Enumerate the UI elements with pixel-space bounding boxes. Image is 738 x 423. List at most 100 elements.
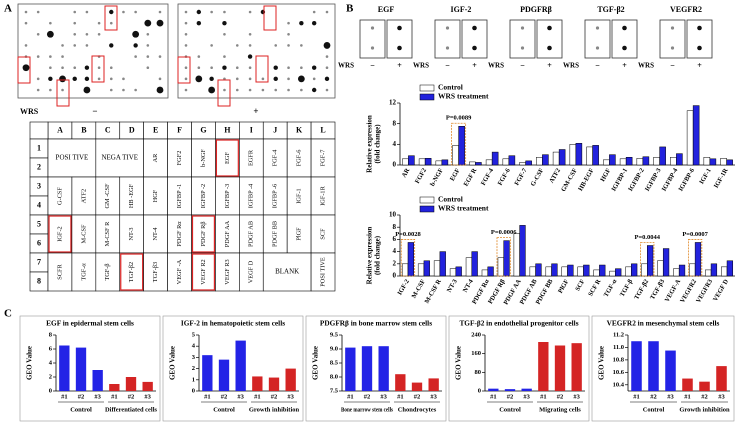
annotation: P=0.0044 bbox=[634, 234, 660, 241]
x-tick-label: #1 bbox=[684, 393, 691, 400]
blot-dot bbox=[235, 88, 239, 92]
wrs-label: WRS bbox=[413, 62, 429, 70]
x-tick-label: #3 bbox=[237, 393, 244, 400]
column-header: A bbox=[57, 125, 63, 134]
bar bbox=[497, 257, 504, 277]
blot-dot bbox=[184, 21, 188, 25]
blot-dot bbox=[472, 25, 477, 31]
chart-title: PDGFRβ in bone marrow stem cells bbox=[320, 319, 432, 328]
bar bbox=[529, 266, 536, 277]
legend-label: WRS treatment bbox=[438, 92, 489, 101]
x-tick-label: #3 bbox=[667, 393, 674, 400]
bar bbox=[285, 368, 296, 391]
bar bbox=[475, 162, 482, 166]
bar bbox=[648, 341, 659, 391]
highlight-box bbox=[217, 79, 231, 107]
blot-title: VEGFR2 bbox=[670, 5, 702, 14]
blot-dot bbox=[273, 76, 278, 82]
cell-text: PlGF bbox=[296, 227, 303, 241]
bar bbox=[508, 155, 516, 166]
x-tick-label: #3 bbox=[144, 393, 151, 400]
blot-dot bbox=[697, 45, 702, 51]
cell-text: PDGF AB bbox=[248, 221, 255, 247]
bar bbox=[504, 389, 516, 391]
x-tick-label: SCF R bbox=[587, 278, 602, 298]
bar bbox=[694, 242, 702, 277]
bar bbox=[619, 158, 627, 166]
x-tick-label: #2 bbox=[507, 393, 514, 400]
y-tick-label: 2 bbox=[49, 373, 52, 380]
blot-dot bbox=[156, 86, 164, 94]
bar bbox=[586, 146, 593, 166]
bar bbox=[599, 264, 606, 277]
blot-dot bbox=[312, 10, 316, 14]
y-tick-label: 9.0 bbox=[330, 345, 338, 352]
cell-text: FGF2 bbox=[176, 151, 183, 166]
blot-dot bbox=[184, 32, 188, 36]
group-label: Differentiated cells bbox=[105, 406, 157, 413]
column-header: D bbox=[129, 125, 135, 134]
blot-dot bbox=[146, 66, 150, 70]
x-tick-label: #1 bbox=[490, 393, 497, 400]
blot-dot bbox=[622, 45, 627, 51]
x-tick-label: EGF R bbox=[463, 167, 479, 188]
blot-dot bbox=[109, 66, 113, 70]
blot-dot bbox=[595, 46, 600, 50]
wrs-label: WRS bbox=[20, 107, 39, 116]
blot-dot bbox=[122, 10, 125, 14]
blot-dot bbox=[146, 32, 150, 36]
blot-dot bbox=[22, 64, 30, 72]
blot-dot bbox=[197, 55, 201, 58]
group-label: Control bbox=[499, 406, 521, 413]
x-tick-label: FGF-7 bbox=[513, 167, 529, 187]
x-tick-label: PlGF bbox=[557, 278, 570, 294]
bar bbox=[109, 384, 120, 391]
blot-dot bbox=[300, 66, 303, 70]
bar bbox=[535, 263, 542, 277]
y-axis-label: Relative expression bbox=[366, 115, 374, 173]
bar bbox=[662, 248, 670, 277]
bar bbox=[458, 126, 465, 166]
x-tick-label: #1 bbox=[111, 393, 118, 400]
highlight-box bbox=[191, 215, 216, 253]
blot-dot bbox=[49, 55, 52, 58]
y-tick-label: 10.6 bbox=[613, 369, 625, 376]
blot-dot bbox=[325, 10, 329, 14]
blot-dot bbox=[144, 19, 152, 27]
bar bbox=[689, 263, 696, 277]
blot-dot bbox=[297, 75, 305, 83]
chart-title: TGF-β2 in endothelial progenitor cells bbox=[459, 319, 578, 328]
bar bbox=[641, 263, 648, 277]
x-tick-label: TGF-β bbox=[619, 278, 635, 298]
cell-text: IGFBP -1 bbox=[176, 184, 183, 208]
bar bbox=[452, 145, 459, 166]
bar bbox=[726, 159, 733, 166]
y-tick-label: 4 bbox=[393, 247, 397, 255]
blot-dot bbox=[36, 32, 40, 36]
blot-dot bbox=[72, 76, 77, 82]
blot-dot bbox=[595, 26, 600, 30]
column-header: B bbox=[81, 125, 87, 134]
panel-label: B bbox=[346, 3, 354, 15]
blot-dot bbox=[24, 10, 28, 14]
bar bbox=[407, 242, 414, 277]
bar bbox=[636, 158, 644, 166]
legend-label: WRS treatment bbox=[438, 204, 489, 213]
blot-dot bbox=[324, 76, 330, 82]
x-tick-label: #3 bbox=[523, 393, 530, 400]
highlight-box bbox=[56, 79, 70, 107]
chart-frame bbox=[162, 315, 304, 422]
bar bbox=[408, 155, 415, 166]
x-tick-label: #2 bbox=[557, 393, 564, 400]
blot-dot bbox=[274, 88, 278, 92]
cell-text: POSI TIVE bbox=[56, 154, 89, 162]
bar bbox=[709, 158, 717, 166]
x-tick-label: VEGFR3 bbox=[695, 278, 714, 305]
bar bbox=[583, 264, 590, 277]
blot-dot bbox=[299, 20, 304, 26]
blot-dot bbox=[222, 20, 227, 26]
y-tick-label: 4 bbox=[393, 140, 397, 148]
blot-dot bbox=[247, 54, 253, 59]
legend-swatch bbox=[419, 196, 435, 204]
blot-dot bbox=[311, 65, 317, 70]
